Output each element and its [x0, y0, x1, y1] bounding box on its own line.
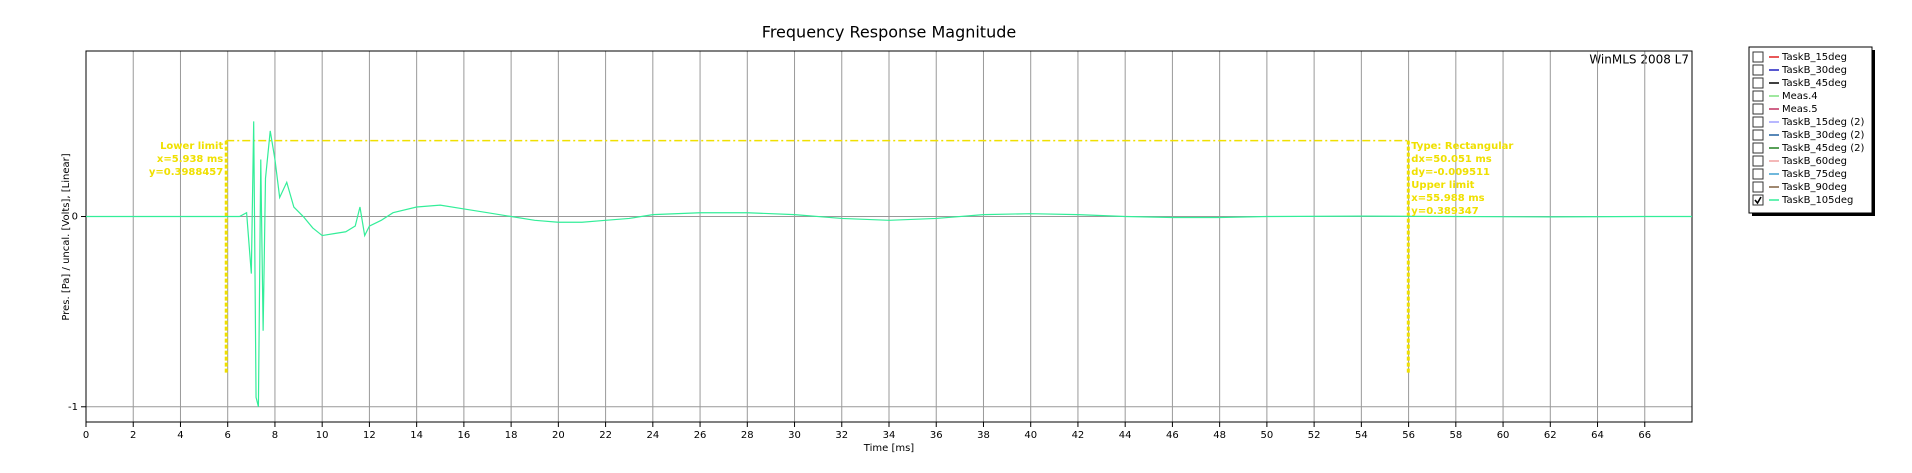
watermark: WinMLS 2008 L7	[1589, 53, 1689, 67]
x-tick-label: 34	[883, 430, 896, 441]
legend-label: TaskB_15deg (2)	[1781, 117, 1864, 128]
x-tick-label: 16	[458, 430, 471, 441]
cursor-annotation: y=0.389347	[1411, 206, 1478, 217]
cursor-annotation: Lower limit	[160, 141, 223, 152]
x-tick-label: 60	[1497, 430, 1510, 441]
chart-title: Frequency Response Magnitude	[762, 23, 1016, 42]
legend-checkbox[interactable]	[1752, 129, 1764, 141]
x-tick-label: 2	[130, 430, 136, 441]
x-tick-label: 4	[177, 430, 183, 441]
legend-checkbox[interactable]	[1752, 64, 1764, 76]
x-tick-label: 54	[1355, 430, 1368, 441]
cursor-annotation: Type: Rectangular	[1411, 141, 1513, 152]
legend-label: TaskB_105deg	[1781, 195, 1853, 206]
x-tick-label: 62	[1544, 430, 1557, 441]
x-tick-label: 52	[1308, 430, 1321, 441]
legend-label: TaskB_30deg (2)	[1781, 130, 1864, 141]
legend-checkbox[interactable]	[1752, 168, 1764, 180]
legend-label: TaskB_45deg	[1781, 78, 1847, 89]
x-tick-label: 26	[694, 430, 707, 441]
legend-checkbox[interactable]	[1752, 103, 1764, 115]
cursor-annotation: x=5.938 ms	[157, 154, 223, 165]
legend-checkbox[interactable]	[1752, 116, 1764, 128]
x-tick-label: 48	[1213, 430, 1226, 441]
x-tick-label: 10	[316, 430, 329, 441]
legend-label: TaskB_15deg	[1781, 52, 1847, 63]
x-tick-label: 30	[788, 430, 801, 441]
x-tick-label: 22	[599, 430, 612, 441]
legend-checkbox[interactable]	[1752, 90, 1764, 102]
x-tick-label: 8	[272, 430, 278, 441]
x-tick-label: 6	[225, 430, 231, 441]
x-tick-label: 24	[646, 430, 659, 441]
data-line	[86, 121, 1692, 407]
y-axis-label: Pres. [Pa] / uncal. [Volts], [Linear]	[61, 153, 72, 320]
legend-checkbox[interactable]	[1752, 194, 1764, 206]
x-tick-label: 64	[1591, 430, 1604, 441]
x-tick-label: 38	[977, 430, 990, 441]
x-tick-label: 56	[1402, 430, 1415, 441]
legend-label: Meas.5	[1782, 104, 1818, 115]
y-tick-label: 0	[72, 212, 78, 223]
x-tick-label: 32	[835, 430, 848, 441]
legend-label: TaskB_75deg	[1781, 169, 1847, 180]
x-tick-label: 28	[741, 430, 754, 441]
legend-label: TaskB_60deg	[1781, 156, 1847, 167]
legend-check	[1754, 196, 1762, 205]
x-tick-label: 42	[1072, 430, 1085, 441]
cursor-annotation: dx=50.051 ms	[1411, 154, 1491, 165]
x-tick-label: 36	[930, 430, 943, 441]
cursor-annotation: y=0.3988457	[149, 167, 223, 178]
x-tick-label: 14	[410, 430, 423, 441]
plot-frame	[85, 50, 1693, 423]
cursor-annotation: Upper limit	[1411, 180, 1474, 191]
cursor-annotation: x=55.988 ms	[1411, 193, 1484, 204]
x-tick-label: 50	[1261, 430, 1274, 441]
legend-checkbox[interactable]	[1752, 181, 1764, 193]
legend-checkbox[interactable]	[1752, 142, 1764, 154]
x-tick-label: 44	[1119, 430, 1132, 441]
x-tick-label: 40	[1024, 430, 1037, 441]
legend-label: Meas.4	[1782, 91, 1818, 102]
legend-label: TaskB_90deg	[1781, 182, 1847, 193]
legend-checkbox[interactable]	[1752, 155, 1764, 167]
x-tick-label: 0	[83, 430, 89, 441]
legend-label: TaskB_30deg	[1781, 65, 1847, 76]
legend-label: TaskB_45deg (2)	[1781, 143, 1864, 154]
x-tick-label: 46	[1166, 430, 1179, 441]
x-tick-label: 18	[505, 430, 518, 441]
x-tick-label: 20	[552, 430, 565, 441]
legend-checkbox[interactable]	[1752, 51, 1764, 63]
legend-box	[1748, 46, 1873, 214]
x-tick-label: 58	[1449, 430, 1462, 441]
cursor-annotation: dy=-0.009511	[1411, 167, 1490, 178]
x-axis-label: Time [ms]	[863, 443, 915, 454]
legend-checkbox[interactable]	[1752, 77, 1764, 89]
y-tick-label: -1	[68, 402, 78, 413]
x-tick-label: 66	[1638, 430, 1651, 441]
x-tick-label: 12	[363, 430, 376, 441]
